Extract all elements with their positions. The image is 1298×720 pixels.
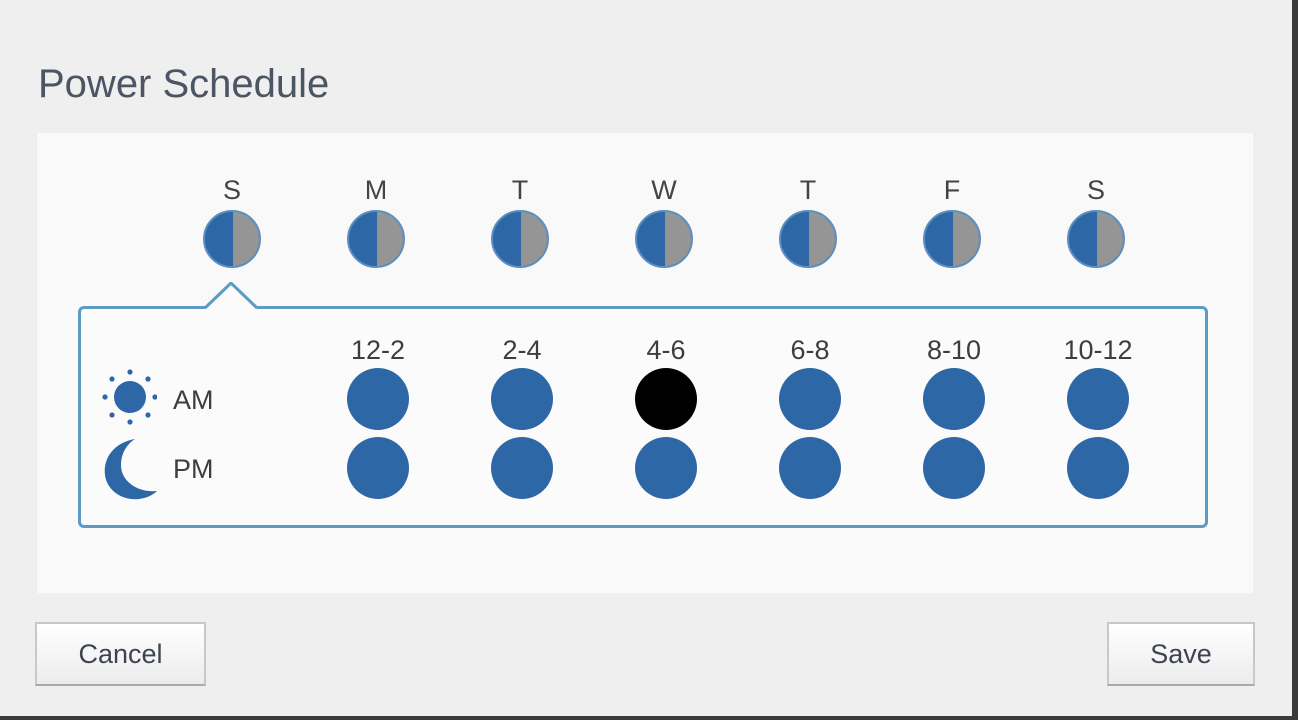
am-slot-2-4[interactable]	[491, 368, 553, 430]
day-label: T	[511, 175, 529, 205]
day-toggle-sunday[interactable]	[203, 210, 261, 268]
day-toggle-tuesday[interactable]	[491, 210, 549, 268]
window-edge-right	[1292, 0, 1298, 720]
pm-label: PM	[173, 454, 214, 484]
day-monday[interactable]: M	[336, 173, 416, 268]
am-slot-8-10[interactable]	[923, 368, 985, 430]
window-edge-bottom	[0, 716, 1298, 720]
cancel-button[interactable]: Cancel	[35, 622, 206, 686]
time-slot-label: 6-8	[790, 335, 830, 365]
day-label: S	[222, 175, 241, 205]
time-slot-label: 12-2	[350, 335, 406, 365]
time-slot-label: 4-6	[646, 335, 686, 365]
am-slot-10-12[interactable]	[1067, 368, 1129, 430]
day-toggle-wednesday[interactable]	[635, 210, 693, 268]
time-slot-label: 10-12	[1063, 335, 1133, 365]
dialog-title: Power Schedule	[38, 62, 330, 106]
pm-slot-6-8[interactable]	[779, 437, 841, 499]
day-toggle-friday[interactable]	[923, 210, 981, 268]
day-friday[interactable]: F	[912, 173, 992, 268]
sun-icon	[102, 369, 157, 425]
selected-day-pointer	[205, 282, 257, 310]
pm-slot-12-2[interactable]	[347, 437, 409, 499]
time-slot-label: 2-4	[502, 335, 542, 365]
am-label: AM	[173, 385, 214, 415]
day-label: S	[1086, 175, 1105, 205]
pm-slot-4-6[interactable]	[635, 437, 697, 499]
day-label: M	[364, 175, 388, 205]
save-button[interactable]: Save	[1107, 622, 1255, 686]
am-slot-12-2[interactable]	[347, 368, 409, 430]
day-tuesday[interactable]: T	[480, 173, 560, 268]
day-toggle-monday[interactable]	[347, 210, 405, 268]
time-slot-label: 8-10	[926, 335, 982, 365]
day-sunday[interactable]: S	[192, 173, 272, 268]
day-label: F	[943, 175, 961, 205]
pm-slot-2-4[interactable]	[491, 437, 553, 499]
day-wednesday[interactable]: W	[624, 173, 704, 268]
pm-slot-10-12[interactable]	[1067, 437, 1129, 499]
am-slot-6-8[interactable]	[779, 368, 841, 430]
day-saturday[interactable]: S	[1056, 173, 1136, 268]
day-selector: S M T W T F S	[37, 133, 1253, 283]
time-slot-grid: 12-2 2-4 4-6 6-8 8-10 10-12 AM PM	[78, 306, 1208, 528]
day-toggle-saturday[interactable]	[1067, 210, 1125, 268]
am-slot-4-6[interactable]	[635, 368, 697, 430]
moon-icon	[104, 439, 157, 500]
day-label: W	[651, 175, 677, 205]
pm-slot-8-10[interactable]	[923, 437, 985, 499]
day-label: T	[799, 175, 817, 205]
day-toggle-thursday[interactable]	[779, 210, 837, 268]
schedule-panel: S M T W T F S 12-2 2-4 4-6	[37, 133, 1253, 593]
day-thursday[interactable]: T	[768, 173, 848, 268]
